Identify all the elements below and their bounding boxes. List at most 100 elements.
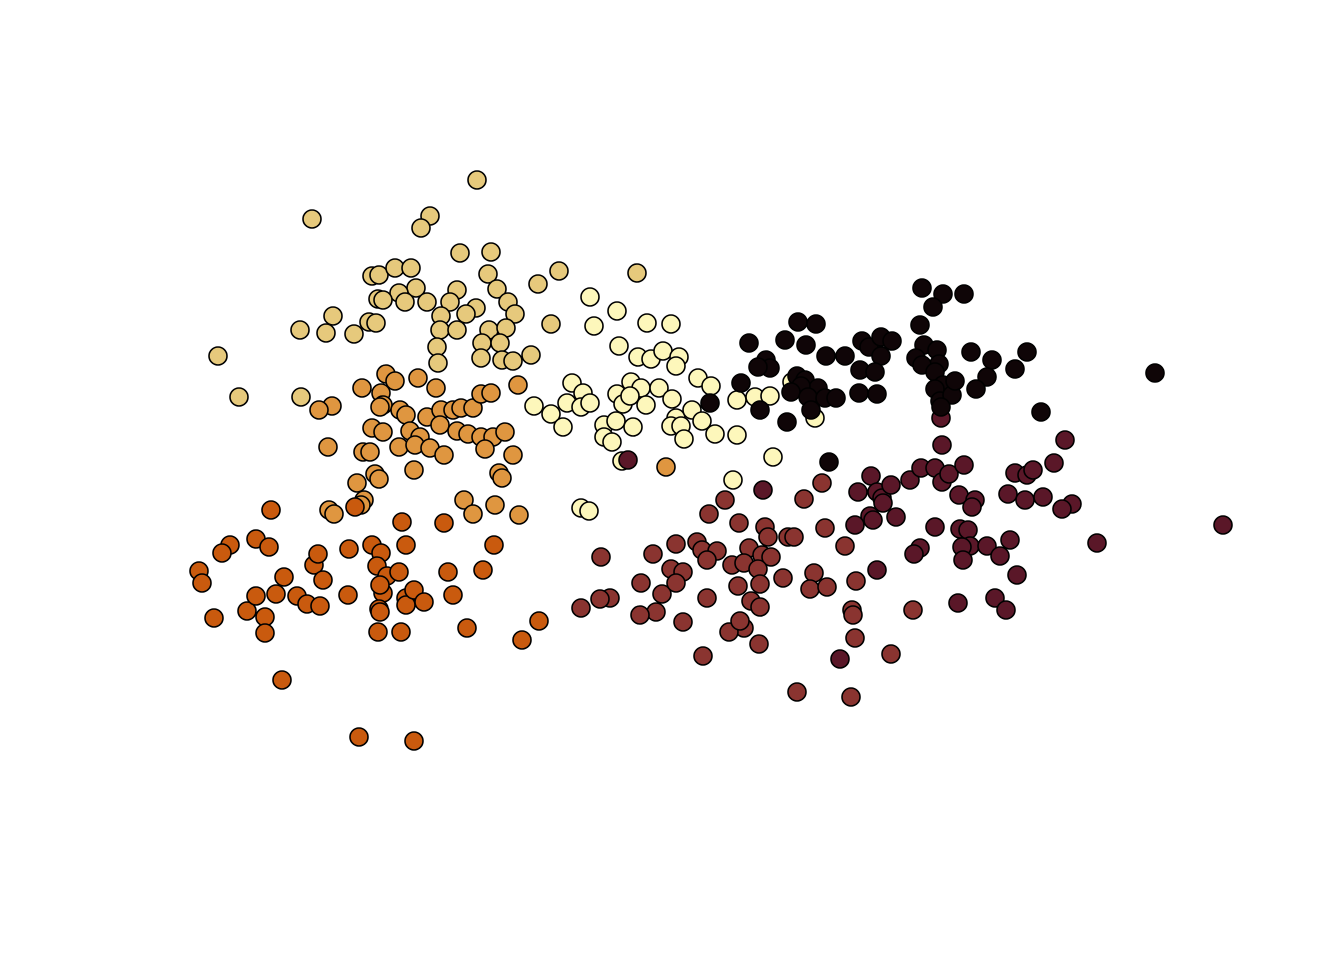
data-point	[1213, 515, 1233, 535]
data-point	[830, 649, 850, 669]
data-point	[623, 417, 643, 437]
data-point	[404, 460, 424, 480]
data-point	[787, 682, 807, 702]
data-point	[816, 346, 836, 366]
data-point	[503, 351, 523, 371]
data-point	[649, 378, 669, 398]
data-point	[886, 507, 906, 527]
data-point	[652, 584, 672, 604]
data-point	[796, 335, 816, 355]
data-point	[843, 605, 863, 625]
data-point	[646, 602, 666, 622]
data-point	[316, 323, 336, 343]
data-point	[204, 608, 224, 628]
data-point	[750, 597, 770, 617]
data-point	[739, 333, 759, 353]
data-point	[246, 586, 266, 606]
data-point	[794, 489, 814, 509]
data-point	[580, 393, 600, 413]
data-point	[524, 396, 544, 416]
data-point	[750, 574, 770, 594]
data-point	[411, 218, 431, 238]
data-point	[541, 404, 561, 424]
data-point	[443, 585, 463, 605]
data-point	[505, 304, 525, 324]
data-point	[391, 622, 411, 642]
data-point	[962, 497, 982, 517]
data-point	[590, 589, 610, 609]
data-point	[229, 387, 249, 407]
data-point	[274, 567, 294, 587]
data-point	[953, 550, 973, 570]
data-point	[731, 373, 751, 393]
data-point	[373, 290, 393, 310]
data-point	[553, 417, 573, 437]
data-point	[272, 670, 292, 690]
data-point	[977, 367, 997, 387]
data-point	[863, 510, 883, 530]
data-point	[846, 571, 866, 591]
data-point	[881, 475, 901, 495]
data-point	[509, 505, 529, 525]
data-point	[1005, 359, 1025, 379]
data-point	[701, 376, 721, 396]
data-point	[781, 382, 801, 402]
data-point	[806, 314, 826, 334]
data-point	[389, 562, 409, 582]
data-point	[800, 579, 820, 599]
data-point	[457, 618, 477, 638]
data-point	[699, 504, 719, 524]
data-point	[990, 546, 1010, 566]
data-point	[881, 644, 901, 664]
data-point	[867, 560, 887, 580]
data-point	[259, 537, 279, 557]
data-point	[865, 362, 885, 382]
data-point	[826, 388, 846, 408]
data-point	[758, 527, 778, 547]
data-point	[954, 455, 974, 475]
data-point	[693, 646, 713, 666]
data-point	[606, 411, 626, 431]
data-point	[475, 439, 495, 459]
data-point	[508, 375, 528, 395]
data-point	[541, 314, 561, 334]
data-point	[290, 320, 310, 340]
data-point	[208, 346, 228, 366]
data-point	[643, 544, 663, 564]
data-point	[673, 612, 693, 632]
data-point	[492, 468, 512, 488]
data-point	[819, 452, 839, 472]
data-point	[700, 393, 720, 413]
data-point	[392, 512, 412, 532]
data-point	[630, 605, 650, 625]
data-point	[349, 727, 369, 747]
data-point	[503, 445, 523, 465]
data-point	[812, 473, 832, 493]
data-point	[368, 622, 388, 642]
data-point	[521, 345, 541, 365]
data-point	[961, 342, 981, 362]
data-point	[945, 371, 965, 391]
data-point	[656, 457, 676, 477]
data-point	[370, 575, 390, 595]
data-point	[841, 687, 861, 707]
data-point	[729, 513, 749, 533]
data-point	[438, 562, 458, 582]
data-point	[454, 490, 474, 510]
data-point	[471, 348, 491, 368]
data-point	[996, 600, 1016, 620]
data-point	[1145, 363, 1165, 383]
data-point	[385, 371, 405, 391]
data-point	[490, 333, 510, 353]
data-point	[261, 500, 281, 520]
data-point	[977, 536, 997, 556]
data-point	[1033, 487, 1053, 507]
data-point	[440, 292, 460, 312]
data-point	[360, 442, 380, 462]
data-point	[373, 422, 393, 442]
data-point	[618, 450, 638, 470]
series-5	[571, 473, 923, 707]
data-point	[463, 504, 483, 524]
data-point	[958, 520, 978, 540]
data-point	[925, 517, 945, 537]
